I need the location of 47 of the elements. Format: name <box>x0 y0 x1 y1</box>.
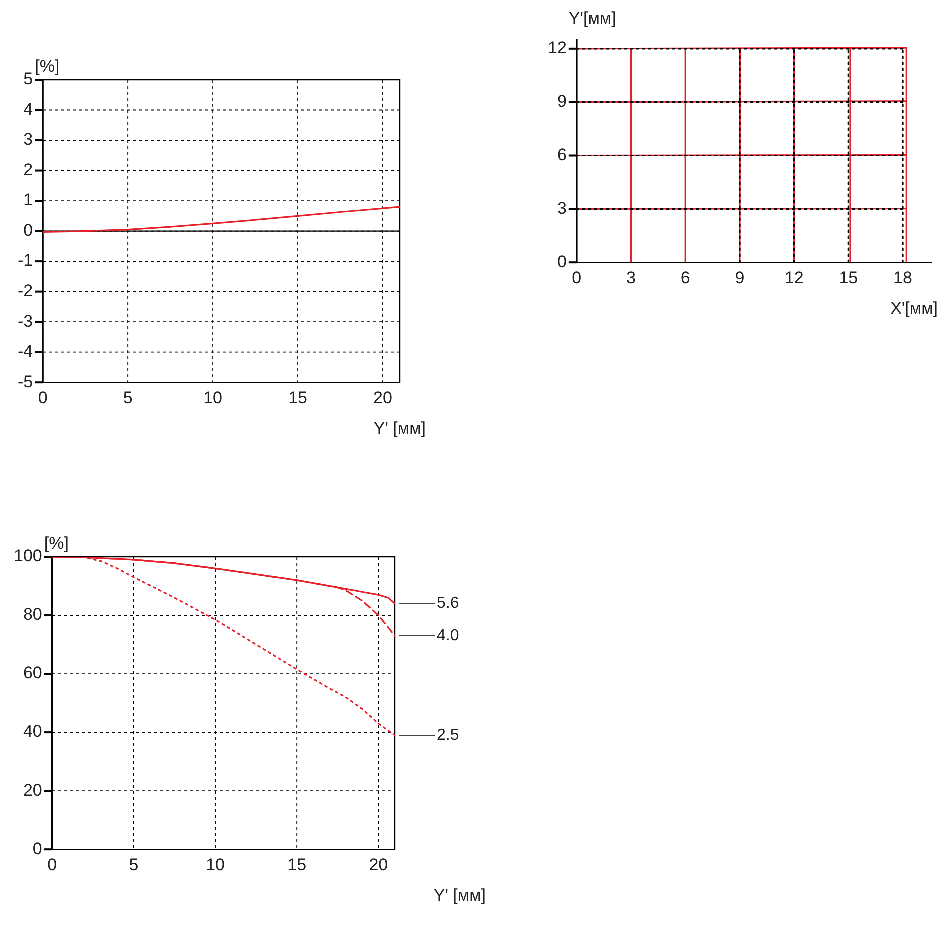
y-tick-label: 20 <box>23 780 42 800</box>
x-tick-label: 5 <box>123 388 133 408</box>
x-tick-label: 12 <box>784 268 804 288</box>
y-tick-label: -1 <box>18 251 34 270</box>
y-tick-label: -4 <box>18 342 34 362</box>
x-tick-label: 20 <box>374 388 392 408</box>
y-axis-title: Y'[мм] <box>568 9 616 28</box>
y-tick-label: 0 <box>24 220 34 240</box>
y-tick-label: 60 <box>23 664 42 683</box>
y-axis-title: [%] <box>35 57 60 76</box>
y-tick-label: 9 <box>557 92 567 112</box>
text: 4.0 <box>437 627 460 644</box>
y-axis-title: [%] <box>44 534 69 554</box>
y-tick-label: -2 <box>18 282 34 301</box>
y-tick-label: 6 <box>557 145 567 164</box>
x-tick-label: 9 <box>735 268 745 288</box>
x-tick-label: 15 <box>288 855 307 874</box>
y-tick-label: 12 <box>548 38 567 58</box>
x-tick-label: 3 <box>626 268 636 288</box>
x-tick-label: 20 <box>369 855 388 874</box>
x-tick-label: 10 <box>204 388 223 408</box>
x-axis-title: Y' [мм] <box>434 886 486 905</box>
x-tick-label: 5 <box>129 855 139 874</box>
y-tick-label: 4 <box>24 100 34 119</box>
y-tick-label: 80 <box>23 605 42 624</box>
y-tick-label: 5 <box>24 70 34 89</box>
text: 2.5 <box>437 726 460 744</box>
y-tick-label: -5 <box>18 372 34 392</box>
x-tick-label: 6 <box>680 268 690 288</box>
y-tick-label: 3 <box>557 198 567 218</box>
x-tick-label: 15 <box>839 268 858 288</box>
y-tick-label: 2 <box>24 160 34 180</box>
y-tick-label: -3 <box>18 312 34 331</box>
y-tick-label: 0 <box>32 839 42 858</box>
y-tick-label: 1 <box>24 190 34 210</box>
y-tick-label: 100 <box>14 546 42 566</box>
x-axis-title: Y' [мм] <box>374 418 426 438</box>
x-tick-label: 0 <box>572 268 582 288</box>
y-tick-label: 3 <box>24 130 34 150</box>
y-tick-label: 0 <box>557 252 567 272</box>
x-tick-label: 18 <box>894 268 912 288</box>
x-tick-label: 10 <box>206 855 225 874</box>
x-tick-label: 15 <box>288 388 308 408</box>
x-axis-title: X'[мм] <box>890 298 938 318</box>
x-tick-label: 0 <box>48 855 58 874</box>
text: 5.6 <box>437 595 460 612</box>
y-tick-label: 40 <box>23 722 42 742</box>
